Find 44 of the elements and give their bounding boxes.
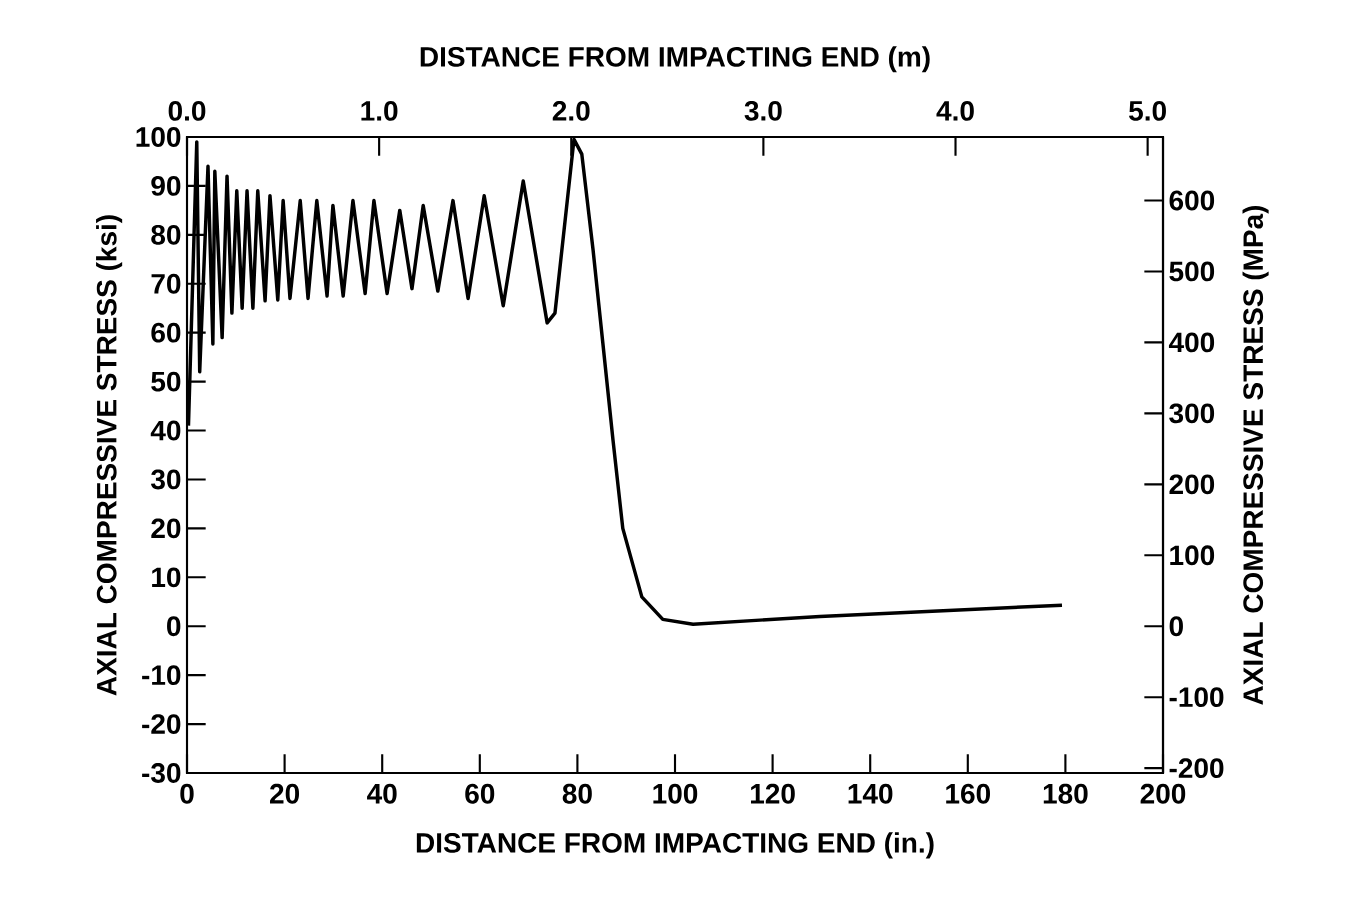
y2-tick-label: 100 bbox=[1170, 545, 1215, 566]
y-tick-label: 60 bbox=[151, 322, 181, 343]
y2-tick-label: 200 bbox=[1169, 474, 1215, 495]
x2-tick-label: 4.0 bbox=[936, 100, 974, 121]
x-tick-label: 160 bbox=[946, 783, 991, 804]
y-tick-label: 50 bbox=[151, 371, 181, 392]
x-tick-label: 200 bbox=[1140, 783, 1186, 804]
x2-tick-label: 0.0 bbox=[168, 100, 206, 121]
y-tick-label: 70 bbox=[151, 273, 181, 294]
x2-axis-title: DISTANCE FROM IMPACTING END (m) bbox=[420, 46, 930, 73]
y-axis-title: AXIAL COMPRESSIVE STRESS (ksi) bbox=[96, 215, 123, 696]
y-tick-label: 40 bbox=[150, 420, 181, 441]
y-tick-label: 10 bbox=[152, 567, 181, 588]
y-tick-label: 80 bbox=[151, 224, 181, 245]
x-tick-label: 180 bbox=[1043, 783, 1088, 804]
y2-tick-label: 300 bbox=[1169, 403, 1215, 424]
x-tick-label: 120 bbox=[751, 783, 795, 804]
x2-tick-label: 1.0 bbox=[361, 100, 398, 121]
x-tick-label: 20 bbox=[270, 783, 300, 804]
y-tick-label: -30 bbox=[142, 763, 181, 783]
y-tick-label: -20 bbox=[142, 714, 181, 734]
y2-axis-title: AXIAL COMPRESSIVE STRESS (MPa) bbox=[1242, 205, 1269, 705]
x-tick-label: 0 bbox=[180, 783, 194, 804]
y2-tick-label: -100 bbox=[1169, 687, 1224, 708]
y-tick-label: 100 bbox=[136, 127, 181, 147]
x2-tick-label: 5.0 bbox=[1129, 100, 1166, 121]
y2-tick-label: -200 bbox=[1169, 758, 1224, 779]
y-tick-label: -10 bbox=[142, 665, 181, 686]
x-tick-label: 140 bbox=[848, 783, 893, 804]
y2-tick-label: 500 bbox=[1169, 261, 1215, 282]
y2-tick-label: 0 bbox=[1169, 616, 1183, 637]
x2-tick-label: 2.0 bbox=[552, 100, 590, 121]
y-tick-label: 30 bbox=[151, 469, 181, 490]
x-axis-title: DISTANCE FROM IMPACTING END (in.) bbox=[416, 832, 934, 859]
y-tick-label: 20 bbox=[151, 518, 181, 539]
y2-tick-label: 400 bbox=[1168, 332, 1215, 353]
x-tick-label: 40 bbox=[367, 783, 397, 804]
x-tick-label: 100 bbox=[653, 783, 698, 804]
y-tick-label: 0 bbox=[167, 616, 181, 637]
x-tick-label: 80 bbox=[562, 783, 592, 804]
y-tick-label: 90 bbox=[151, 176, 181, 196]
y2-tick-label: 600 bbox=[1169, 190, 1215, 211]
x2-tick-label: 3.0 bbox=[744, 100, 782, 121]
x-tick-label: 60 bbox=[465, 783, 495, 804]
